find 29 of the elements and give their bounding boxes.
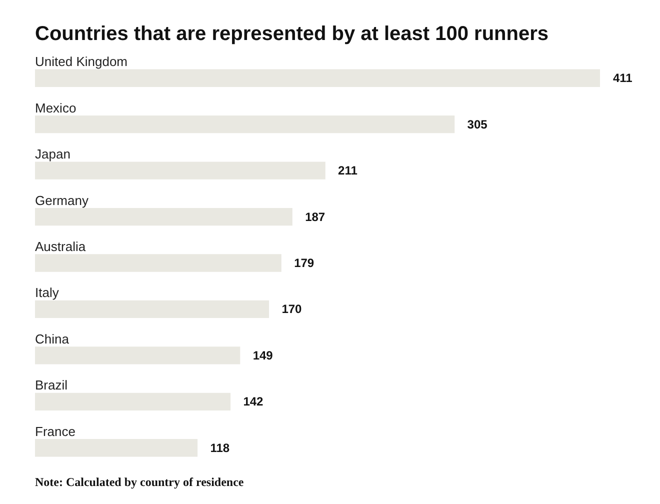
chart-title: Countries that are represented by at least 100 runners	[35, 23, 549, 45]
bar	[35, 300, 270, 318]
y-tick-label: France	[35, 424, 76, 439]
bar	[35, 392, 231, 410]
y-tick-label: Brazil	[35, 378, 68, 393]
data-label: 170	[282, 302, 302, 316]
y-tick-label: Australia	[35, 239, 86, 254]
bar	[35, 116, 455, 134]
y-tick-label: Mexico	[35, 100, 76, 116]
y-tick-label: Japan	[35, 146, 70, 162]
text: Note: Calculated by country of residence	[35, 475, 244, 489]
y-tick-label: Italy	[35, 285, 60, 300]
bar	[35, 439, 198, 457]
y-tick-label: Germany	[35, 192, 89, 208]
bar	[35, 254, 282, 272]
bar	[35, 346, 240, 364]
data-label: 211	[338, 164, 358, 178]
data-label: 187	[305, 210, 326, 224]
data-label: 118	[210, 440, 230, 455]
y-tick-label: China	[35, 331, 70, 346]
data-label: 142	[243, 394, 264, 409]
bar	[35, 162, 326, 180]
y-tick-label: United Kingdom	[35, 54, 128, 70]
data-label: 305	[467, 117, 488, 132]
bar	[35, 69, 600, 87]
data-label: 179	[294, 256, 314, 270]
bar	[35, 208, 292, 226]
data-label: 149	[252, 348, 274, 362]
data-label: 411	[613, 71, 633, 86]
